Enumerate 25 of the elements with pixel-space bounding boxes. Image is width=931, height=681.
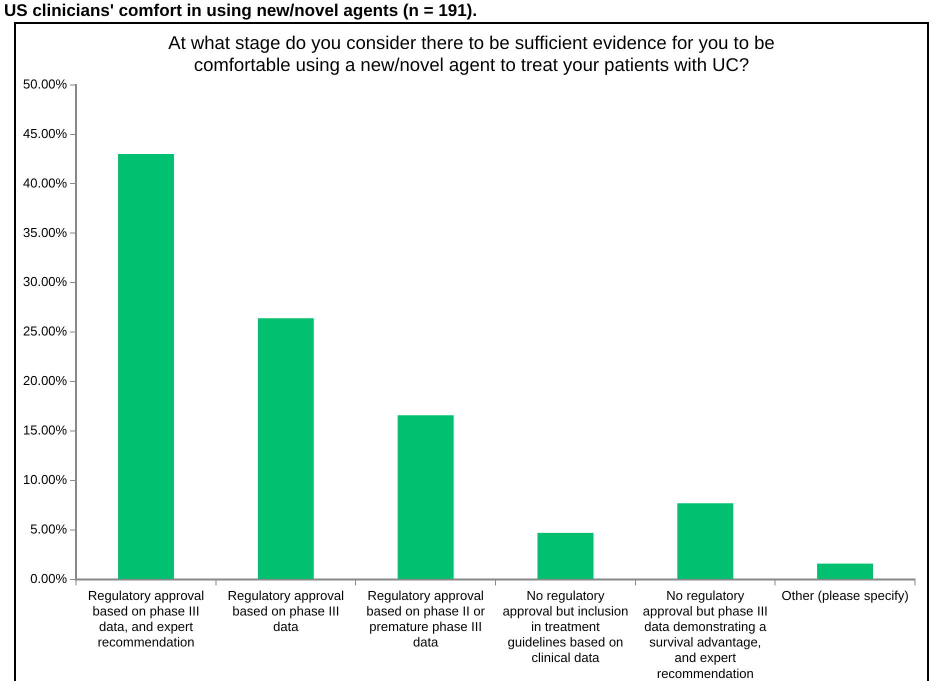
y-tick-label: 0.00% — [30, 570, 68, 586]
y-tick-label: 45.00% — [22, 126, 68, 141]
x-tick-label: Regulatory approval based on phase III data — [228, 588, 344, 634]
y-tick-label: 5.00% — [30, 522, 68, 537]
x-tick-label: No regulatory approval but inclusion in treatment guidelines based on clinical data — [502, 588, 628, 666]
x-tick-label: Other (please specify) — [782, 588, 909, 603]
x-tick-label: Regulatory approval based on phase II or premature phase III data — [366, 588, 486, 650]
y-tick-label: 20.00% — [22, 373, 68, 388]
y-tick-label: 25.00% — [22, 324, 68, 339]
bar — [258, 318, 314, 579]
bar — [817, 564, 874, 579]
bar — [398, 415, 454, 579]
text: US clinicians' comfort in using new/novel agents (n = 191). — [4, 1, 478, 20]
y-tick-label: 35.00% — [22, 224, 68, 240]
y-tick-label: 10.00% — [22, 472, 68, 488]
x-tick-label: Regulatory approval based on phase III data, and expert recommendation — [88, 588, 204, 650]
chart-title: At what stage do you consider there to be sufficient evidence for you to be comfortable using a new/novel agent to treat your patients with UC? — [167, 32, 776, 76]
y-tick-label: 15.00% — [22, 422, 68, 438]
y-tick-label: 50.00% — [22, 76, 68, 92]
y-tick-label: 30.00% — [22, 274, 68, 290]
bar — [537, 532, 594, 579]
bar — [677, 503, 734, 579]
y-tick-label: 40.00% — [22, 175, 68, 190]
x-tick-label: No regulatory approval but phase III data demonstrating a survival advantage, and expert recommendation — [642, 588, 768, 681]
bar — [118, 154, 174, 579]
